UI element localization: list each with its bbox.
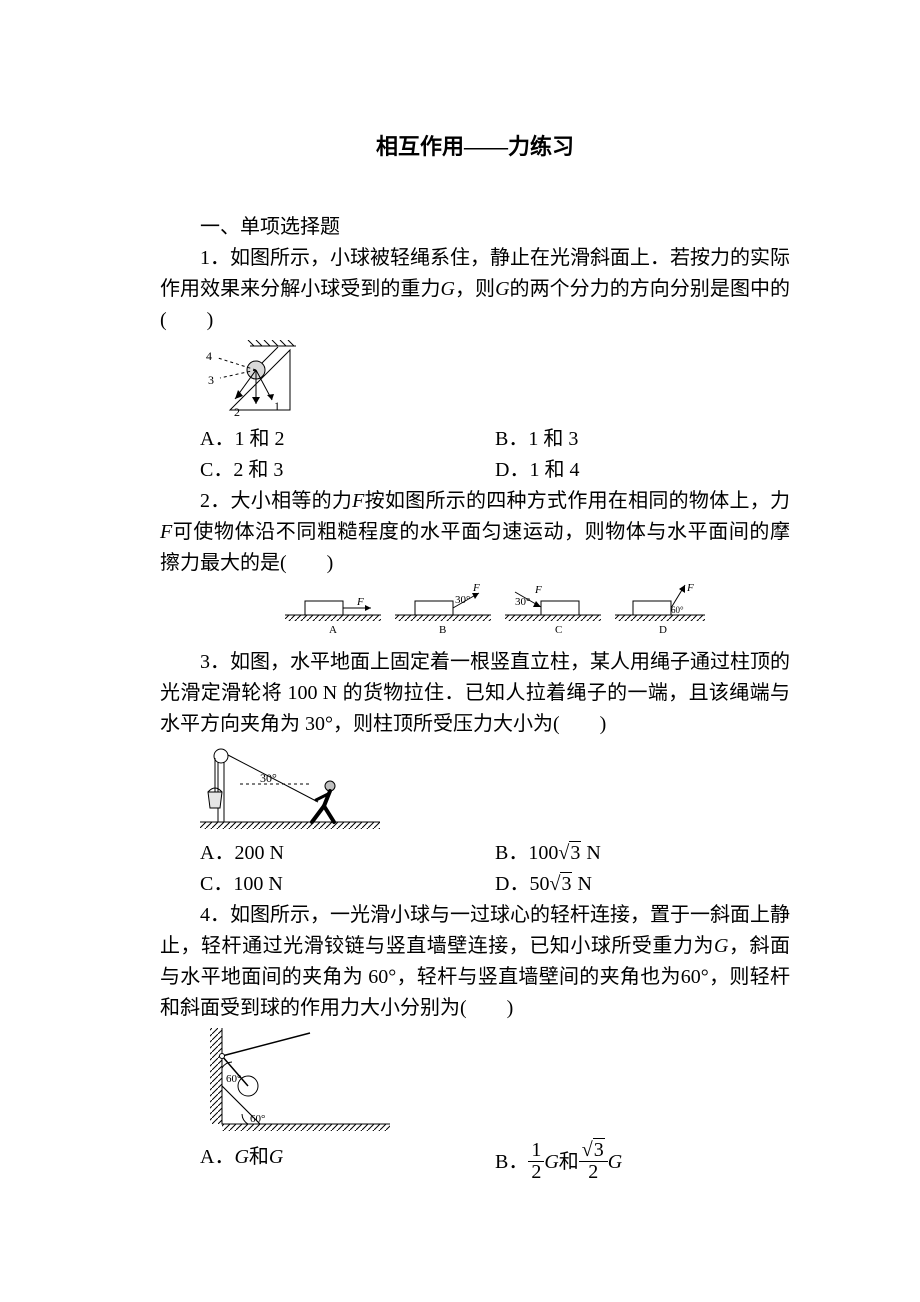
q3-optD-post: N xyxy=(572,873,591,895)
q3-optB-sqrt: 3 xyxy=(558,838,581,869)
q1-optB: B．1 和 3 xyxy=(495,424,790,455)
q4-optA: A．G和G xyxy=(200,1142,495,1185)
q3-optD-sqrt: 3 xyxy=(549,869,572,900)
q4-optB-frac1: 12 xyxy=(528,1140,544,1183)
q4-optB-G2: G xyxy=(608,1151,622,1173)
q4-optB: B．12G和32G xyxy=(495,1142,790,1185)
q1-options-2: C．2 和 3 D．1 和 4 xyxy=(160,455,790,486)
q1-optA: A．1 和 2 xyxy=(200,424,495,455)
q2-text-b: 按如图所示的四种方式作用在相同的物体上，力 xyxy=(364,490,790,512)
q4-optA-mid: 和 xyxy=(249,1146,269,1168)
q4-stem: 4．如图所示，一光滑小球与一过球心的轻杆连接，置于一斜面上静止，轻杆通过光滑铰链… xyxy=(160,900,790,1024)
section-heading: 一、单项选择题 xyxy=(160,212,790,243)
q1-options: A．1 和 2 B．1 和 3 xyxy=(160,424,790,455)
q1-G2: G xyxy=(495,278,509,300)
svg-text:F: F xyxy=(472,583,480,594)
q1-label-3: 3 xyxy=(208,373,214,387)
q1-label-1: 1 xyxy=(274,399,280,413)
q4-text-a: 4．如图所示，一光滑小球与一过球心的轻杆连接，置于一斜面上静止，轻杆通过光滑铰链… xyxy=(160,904,790,957)
svg-text:D: D xyxy=(659,624,667,636)
q4-optB-G1: G xyxy=(544,1151,558,1173)
q3-optB: B．1003 N xyxy=(495,838,790,869)
q1-label-4: 4 xyxy=(206,349,212,363)
q1-label-2: 2 xyxy=(234,405,240,419)
q4-optB-mid: 和 xyxy=(559,1151,579,1173)
q1-text-b: ，则 xyxy=(455,278,495,300)
q2-text-a: 2．大小相等的力 xyxy=(200,490,352,512)
q3-optD-pre: D．50 xyxy=(495,873,549,895)
q3-figure: 30° xyxy=(160,744,790,834)
q2-figure: F A F 30° B xyxy=(160,583,790,643)
q3-optD: D．503 N xyxy=(495,869,790,900)
svg-text:A: A xyxy=(329,624,337,636)
q3-optB-post: N xyxy=(581,842,600,864)
svg-text:60°: 60° xyxy=(226,1073,241,1085)
q2-stem: 2．大小相等的力F按如图所示的四种方式作用在相同的物体上，力F可使物体沿不同粗糙… xyxy=(160,486,790,579)
svg-text:60°: 60° xyxy=(671,605,684,615)
doc-title: 相互作用——力练习 xyxy=(160,130,790,164)
q3-optB-pre: B．100 xyxy=(495,842,558,864)
q2-text-c: 可使物体沿不同粗糙程度的水平面匀速运动，则物体与水平面间的摩擦力最大的是( ) xyxy=(160,521,790,574)
q3-optA: A．200 N xyxy=(200,838,495,869)
q2-F2: F xyxy=(160,521,172,543)
q4-figure: 60° 60° xyxy=(160,1028,790,1138)
q4-optB-frac2: 32 xyxy=(579,1140,608,1183)
q4-optA-pre: A． xyxy=(200,1146,234,1168)
q3-options: A．200 N B．1003 N xyxy=(160,838,790,869)
q3-optC: C．100 N xyxy=(200,869,495,900)
q1-optD: D．1 和 4 xyxy=(495,455,790,486)
svg-text:F: F xyxy=(356,596,364,608)
svg-text:30°: 30° xyxy=(455,594,470,606)
q1-figure: 1 2 3 4 xyxy=(160,340,790,420)
q4-optA-G1: G xyxy=(234,1146,248,1168)
svg-text:60°: 60° xyxy=(250,1113,265,1125)
svg-text:30°: 30° xyxy=(515,596,530,608)
q3-stem: 3．如图，水平地面上固定着一根竖直立柱，某人用绳子通过柱顶的光滑定滑轮将 100… xyxy=(160,647,790,740)
q4-optA-G2: G xyxy=(269,1146,283,1168)
q3-options-2: C．100 N D．503 N xyxy=(160,869,790,900)
svg-text:B: B xyxy=(439,624,446,636)
svg-text:C: C xyxy=(555,624,562,636)
q2-F1: F xyxy=(352,490,364,512)
q1-optC: C．2 和 3 xyxy=(200,455,495,486)
q4-options: A．G和G B．12G和32G xyxy=(160,1142,790,1185)
svg-text:F: F xyxy=(534,584,542,596)
q1-stem: 1．如图所示，小球被轻绳系住，静止在光滑斜面上．若按力的实际作用效果来分解小球受… xyxy=(160,243,790,336)
q1-G1: G xyxy=(441,278,455,300)
q4-G: G xyxy=(714,935,728,957)
q3-angle-label: 30° xyxy=(260,771,277,785)
svg-text:F: F xyxy=(686,583,694,594)
q4-optB-pre: B． xyxy=(495,1151,528,1173)
page: 相互作用——力练习 一、单项选择题 1．如图所示，小球被轻绳系住，静止在光滑斜面… xyxy=(0,0,920,1302)
